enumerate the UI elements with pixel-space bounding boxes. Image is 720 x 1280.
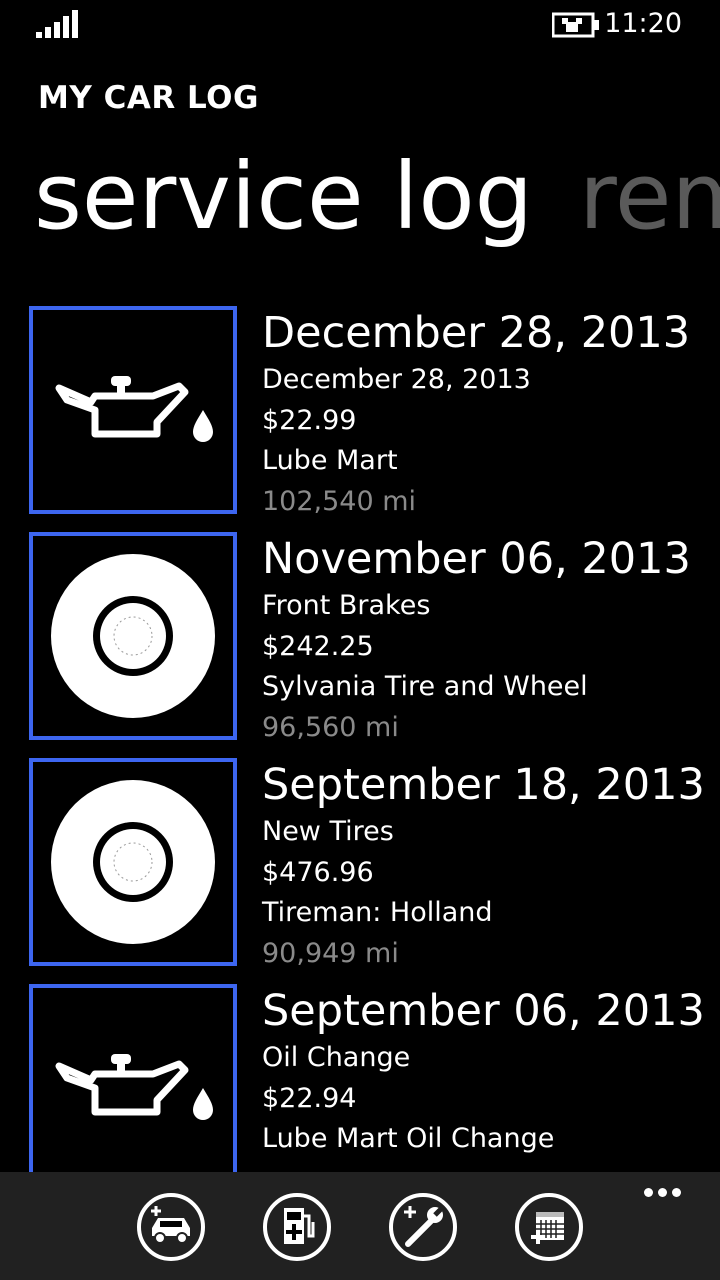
brake-disc-icon [51, 554, 215, 718]
tire-icon [51, 780, 215, 944]
service-type-tile [29, 984, 237, 1172]
ellipsis-icon[interactable] [644, 1182, 686, 1202]
service-type-tile [29, 532, 237, 740]
entry-mileage: 96,560 mi [262, 711, 399, 743]
pivot-tab-reminders[interactable]: rem [579, 143, 720, 250]
service-type-tile [29, 306, 237, 514]
entry-mileage: 102,540 mi [262, 485, 417, 517]
entry-details: November 06, 2013 Front Brakes $242.25 S… [262, 530, 691, 748]
battery-charging-icon [552, 12, 599, 38]
add-vehicle-button[interactable] [136, 1192, 206, 1262]
entry-vendor: Lube Mart [262, 445, 398, 476]
entry-cost: $476.96 [262, 856, 374, 888]
add-fuel-button[interactable] [262, 1192, 332, 1262]
entry-date: December 28, 2013 [262, 308, 691, 358]
list-item[interactable]: December 28, 2013 December 28, 2013 $22.… [0, 304, 720, 530]
pivot-tab-service-log[interactable]: service log [34, 143, 534, 250]
entry-cost: $242.25 [262, 630, 374, 662]
entry-title: New Tires [262, 816, 394, 847]
add-vehicle-icon [137, 1193, 205, 1261]
add-fuel-icon [263, 1193, 331, 1261]
entry-mileage: 90,949 mi [262, 937, 399, 969]
add-service-icon [389, 1193, 457, 1261]
entry-date: November 06, 2013 [262, 534, 691, 584]
signal-strength-icon [36, 10, 78, 38]
clock: 11:20 [604, 8, 682, 39]
entry-cost: $22.94 [262, 1082, 357, 1114]
entry-title: Front Brakes [262, 590, 431, 621]
entry-details: September 18, 2013 New Tires $476.96 Tir… [262, 756, 705, 974]
add-reminder-button[interactable] [514, 1192, 584, 1262]
entry-date: September 06, 2013 [262, 986, 705, 1036]
pivot-header[interactable]: service log rem [34, 132, 720, 262]
entry-date: September 18, 2013 [262, 760, 705, 810]
entry-details: September 06, 2013 Oil Change $22.94 Lub… [262, 982, 705, 1160]
entry-title: December 28, 2013 [262, 364, 531, 395]
oil-can-icon [55, 1054, 213, 1120]
oil-can-icon [55, 376, 213, 442]
list-item[interactable]: November 06, 2013 Front Brakes $242.25 S… [0, 530, 720, 756]
service-log-list[interactable]: December 28, 2013 December 28, 2013 $22.… [0, 304, 720, 1172]
entry-vendor: Lube Mart Oil Change [262, 1123, 555, 1154]
list-item[interactable]: September 06, 2013 Oil Change $22.94 Lub… [0, 982, 720, 1172]
entry-vendor: Tireman: Holland [262, 897, 493, 928]
add-service-button[interactable] [388, 1192, 458, 1262]
list-item[interactable]: September 18, 2013 New Tires $476.96 Tir… [0, 756, 720, 982]
entry-vendor: Sylvania Tire and Wheel [262, 671, 588, 702]
app-bar [0, 1172, 720, 1280]
service-type-tile [29, 758, 237, 966]
status-bar: 11:20 [0, 0, 720, 50]
entry-details: December 28, 2013 December 28, 2013 $22.… [262, 304, 690, 522]
entry-title: Oil Change [262, 1042, 411, 1073]
app-title: MY CAR LOG [38, 80, 259, 116]
entry-cost: $22.99 [262, 404, 357, 436]
add-reminder-icon [515, 1193, 583, 1261]
